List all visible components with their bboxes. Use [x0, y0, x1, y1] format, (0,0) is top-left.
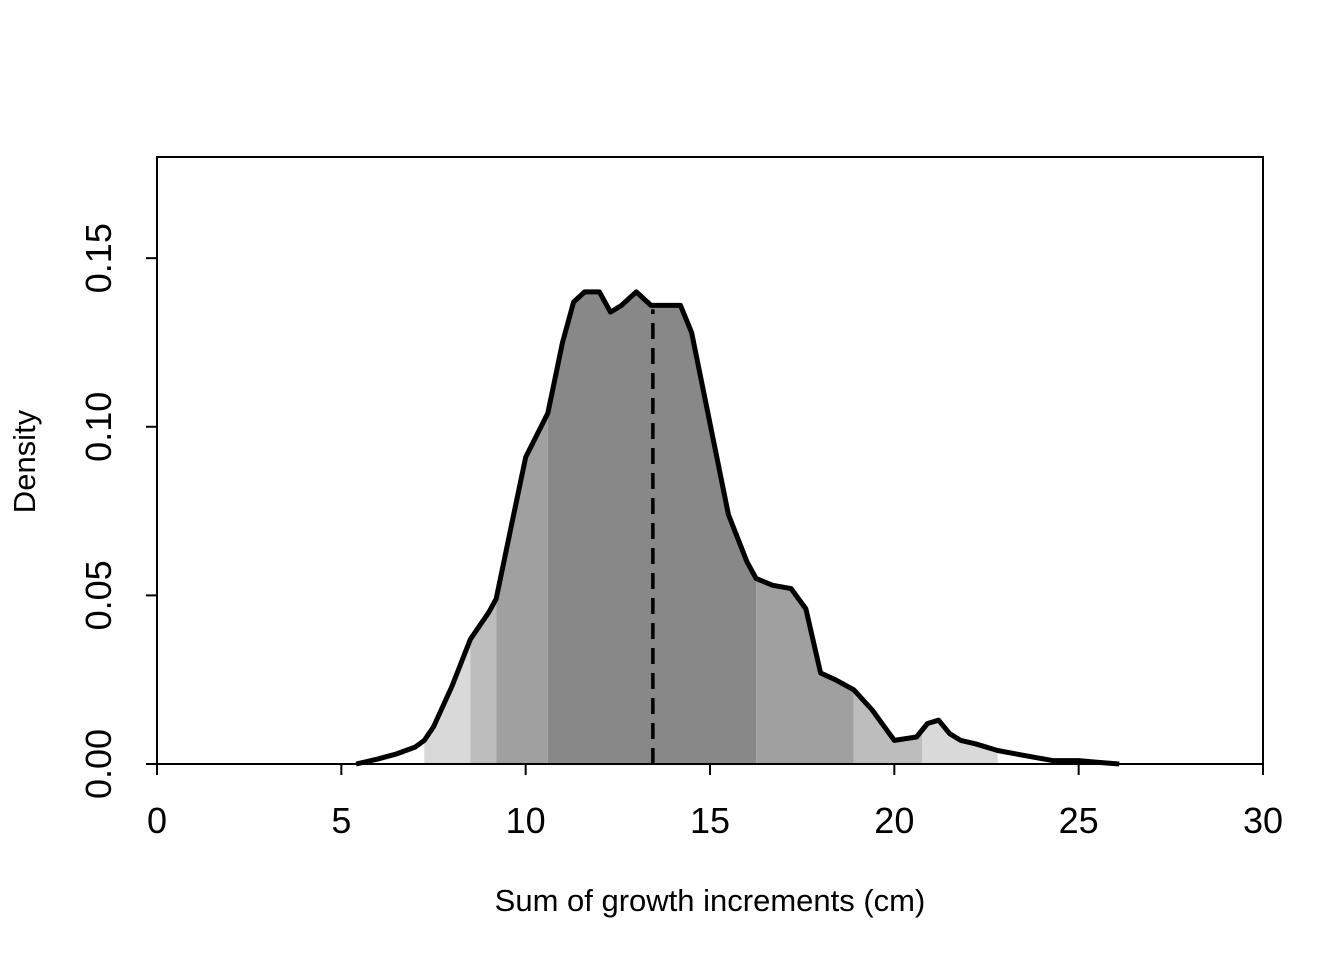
y-tick-label-1: 0.05: [78, 560, 119, 630]
x-axis: 0 5 10 15 20 25 30: [147, 764, 1283, 841]
x-tick-label-0: 0: [147, 800, 167, 841]
shaded-band-1: [470, 598, 497, 764]
x-tick-label-3: 15: [690, 800, 730, 841]
y-tick-label-0: 0.00: [78, 729, 119, 799]
y-tick-label-2: 0.10: [78, 392, 119, 462]
y-axis-title: Density: [7, 409, 42, 513]
x-tick-label-5: 25: [1059, 800, 1099, 841]
shaded-band-2: [496, 413, 548, 764]
x-tick-label-6: 30: [1243, 800, 1283, 841]
density-curve: [355, 289, 1120, 767]
x-tick-label-2: 10: [506, 800, 546, 841]
x-tick-label-4: 20: [874, 800, 914, 841]
y-axis: 0.00 0.05 0.10 0.15: [78, 223, 157, 799]
x-axis-title: Sum of growth increments (cm): [495, 883, 926, 918]
shaded-band-4: [756, 578, 854, 764]
shaded-band-5: [853, 689, 922, 764]
y-tick-label-3: 0.15: [78, 223, 119, 293]
x-tick-label-1: 5: [331, 800, 351, 841]
